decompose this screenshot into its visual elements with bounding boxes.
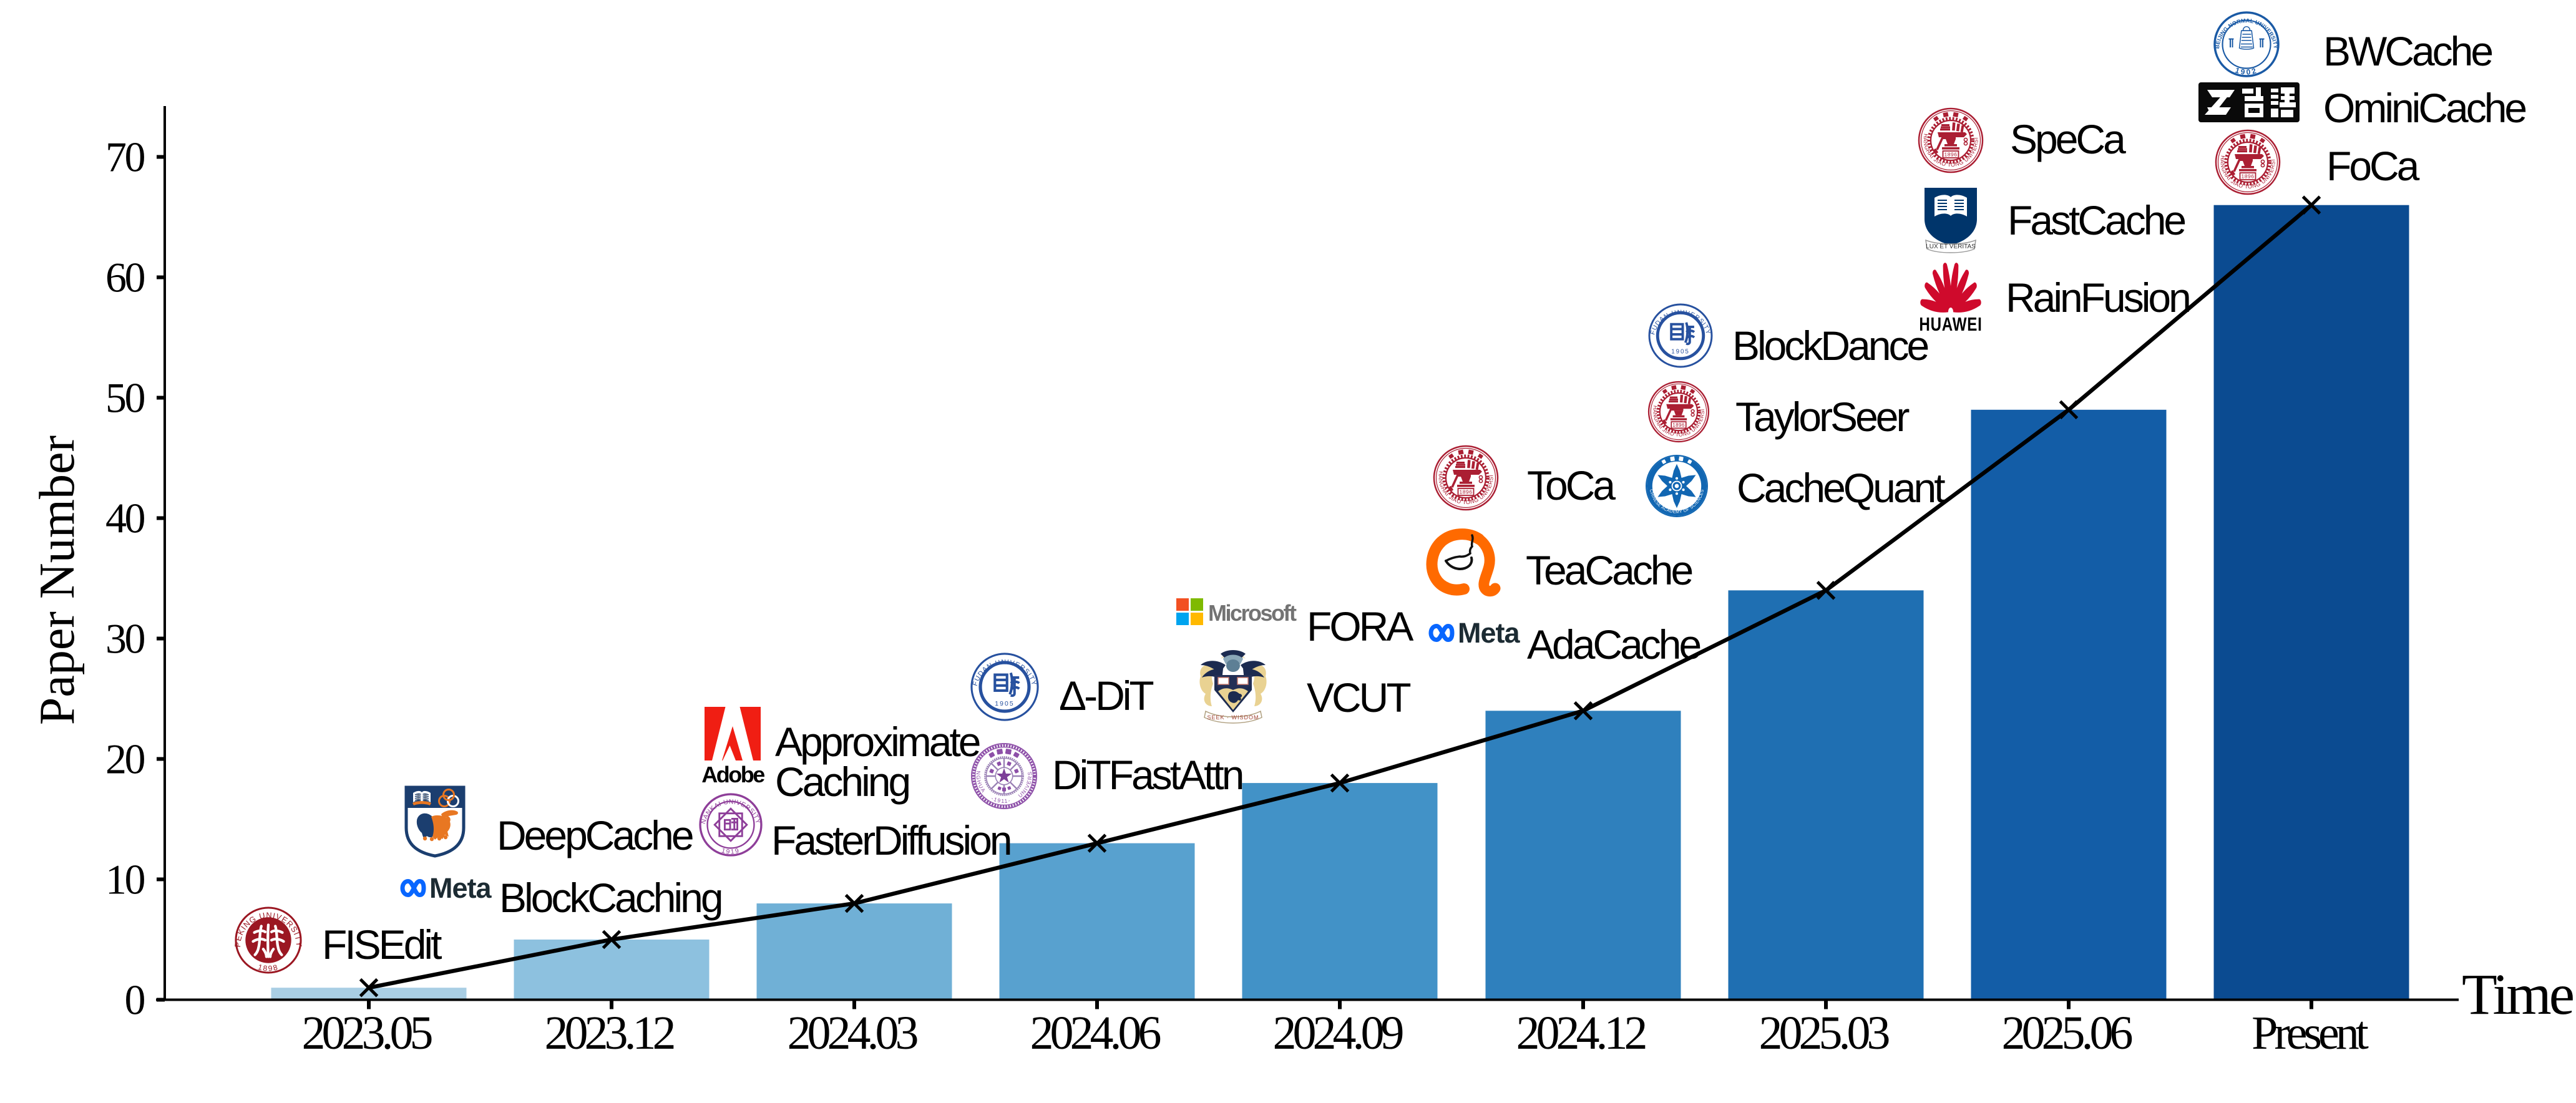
svg-text:TaylorSeer: TaylorSeer [1735,394,1909,440]
svg-text:Paper Number: Paper Number [30,435,85,725]
svg-text:ToCa: ToCa [1527,462,1616,508]
svg-text:Caching: Caching [775,759,909,805]
svg-text:10: 10 [105,856,145,903]
svg-text:2023.12: 2023.12 [545,1007,674,1059]
svg-text:FastCache: FastCache [2008,197,2185,243]
svg-text:BlockCaching: BlockCaching [499,875,721,921]
svg-text:40: 40 [105,495,145,542]
svg-text:OminiCache: OminiCache [2323,85,2525,131]
svg-text:2023.05: 2023.05 [302,1007,432,1059]
svg-text:CacheQuant: CacheQuant [1737,465,1945,511]
svg-text:2024.03: 2024.03 [788,1007,918,1059]
svg-text:VCUT: VCUT [1307,674,1410,721]
svg-text:SpeCa: SpeCa [2010,116,2126,162]
svg-text:60: 60 [105,254,145,301]
svg-text:2024.12: 2024.12 [1516,1007,1646,1059]
svg-text:AdaCache: AdaCache [1527,621,1700,668]
svg-text:2024.06: 2024.06 [1030,1007,1161,1059]
svg-text:BlockDance: BlockDance [1732,323,1928,369]
svg-text:RainFusion: RainFusion [2006,275,2189,321]
svg-text:70: 70 [105,134,145,181]
svg-text:FISEdit: FISEdit [322,921,442,968]
svg-text:FoCa: FoCa [2326,143,2420,189]
svg-text:2025.06: 2025.06 [2002,1007,2132,1059]
svg-text:2025.03: 2025.03 [1759,1007,1890,1059]
svg-text:2024.09: 2024.09 [1273,1007,1403,1059]
svg-text:30: 30 [105,615,145,663]
svg-text:BWCache: BWCache [2323,28,2492,74]
svg-text:50: 50 [105,374,145,422]
svg-text:DiTFastAttn: DiTFastAttn [1052,752,1242,798]
svg-text:FasterDiffusion: FasterDiffusion [771,817,1010,863]
svg-text:20: 20 [105,736,145,783]
svg-text:TeaCache: TeaCache [1526,547,1692,593]
svg-text:DeepCache: DeepCache [497,812,693,858]
svg-text:Time: Time [2462,963,2574,1027]
svg-text:Present: Present [2252,1007,2369,1059]
svg-text:Approximate: Approximate [775,719,980,765]
svg-text:Δ-DiT: Δ-DiT [1059,673,1153,719]
svg-text:FORA: FORA [1307,603,1413,649]
svg-text:0: 0 [125,976,145,1024]
